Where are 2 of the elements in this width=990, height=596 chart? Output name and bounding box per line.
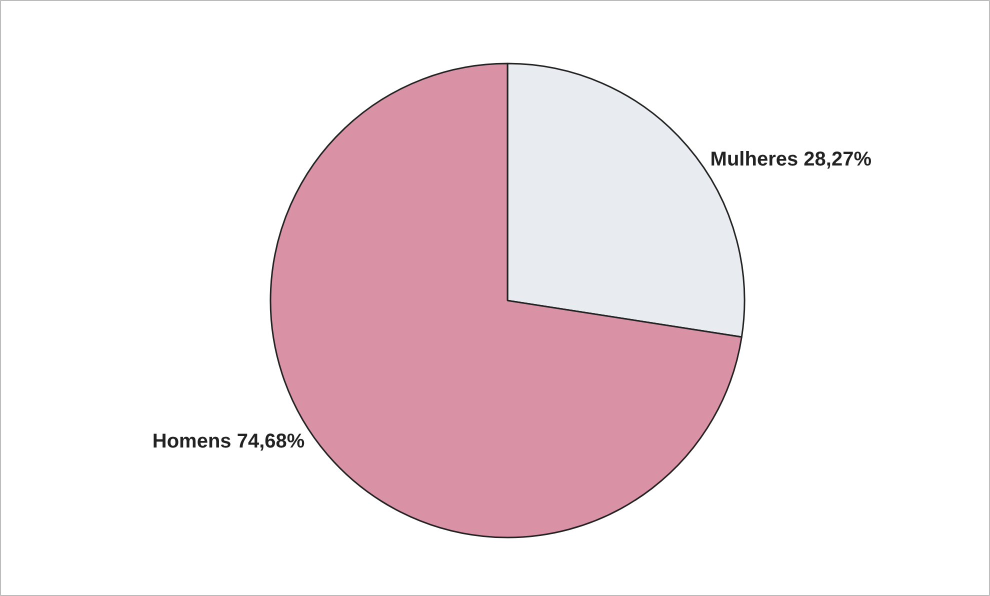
- slice-label: Homens 74,68%: [152, 430, 305, 453]
- slice-label: Mulheres 28,27%: [710, 148, 872, 170]
